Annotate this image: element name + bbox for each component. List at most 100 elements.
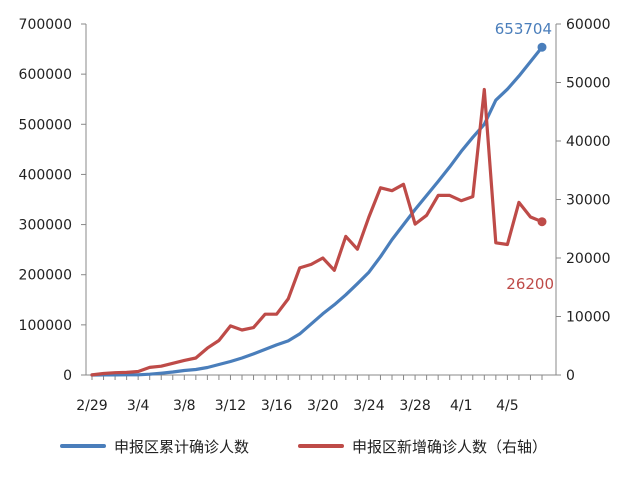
data-point-cumulative xyxy=(136,373,140,376)
data-point-cumulative xyxy=(460,150,463,153)
data-point-cumulative xyxy=(160,372,163,375)
data-point-new-cases xyxy=(483,88,486,91)
data-point-new-cases xyxy=(402,183,405,186)
data-point-new-cases xyxy=(183,359,186,362)
data-point-cumulative xyxy=(413,208,417,211)
x-tick-label: 4/5 xyxy=(496,398,519,414)
right-y-axis: 0 10000 20000 30000 40000 50000 60000 xyxy=(555,17,611,384)
series-layer xyxy=(90,42,547,377)
legend-item-cumulative: 申报区累计确诊人数 xyxy=(60,428,249,464)
left-tick-label: 400000 xyxy=(19,167,72,183)
left-tick-label: 300000 xyxy=(19,218,72,234)
left-tick-label: 0 xyxy=(63,368,72,384)
data-point-new-cases xyxy=(425,214,428,217)
series-line-new-cases xyxy=(90,87,544,377)
data-point-cumulative xyxy=(298,332,301,336)
end-label-new-cases: 26200 xyxy=(506,275,554,293)
data-point-cumulative xyxy=(517,74,521,78)
series-line-cumulative xyxy=(90,45,544,377)
data-point-cumulative xyxy=(310,322,313,326)
left-tick-label: 600000 xyxy=(19,67,72,83)
end-point-new-cases xyxy=(537,217,547,227)
data-point-new-cases xyxy=(90,373,94,377)
line-chart: 0100000200000300000400000500000600000700… xyxy=(19,17,611,414)
data-point-new-cases xyxy=(252,326,255,329)
x-axis: 2/29 3/4 3/8 3/12 3/16 3/20 3/24 3/28 4/1 4/5 xyxy=(76,374,556,414)
end-label-cumulative: 653704 xyxy=(495,20,552,38)
data-point-cumulative xyxy=(194,368,198,371)
legend-label-cumulative: 申报区累计确诊人数 xyxy=(114,437,250,456)
x-tick-label: 3/8 xyxy=(173,398,196,414)
data-point-new-cases xyxy=(229,324,232,328)
data-point-cumulative xyxy=(148,373,151,376)
x-tick-label: 3/20 xyxy=(307,398,338,414)
data-point-cumulative xyxy=(436,180,440,183)
data-point-new-cases xyxy=(333,269,336,272)
data-point-new-cases xyxy=(448,194,451,197)
data-point-cumulative xyxy=(183,369,186,372)
data-point-new-cases xyxy=(194,356,198,360)
right-tick-label: 30000 xyxy=(566,193,611,209)
x-tick-label: 4/1 xyxy=(450,398,473,414)
data-point-new-cases xyxy=(367,215,371,219)
data-point-new-cases xyxy=(263,312,267,316)
data-point-cumulative xyxy=(356,282,359,285)
legend-swatch-new-cases xyxy=(298,444,344,448)
data-point-new-cases xyxy=(506,243,509,246)
legend-label-new-cases: 申报区新增确诊人数（右轴） xyxy=(352,437,548,456)
data-point-new-cases xyxy=(136,370,140,373)
data-point-cumulative xyxy=(483,123,486,126)
data-point-new-cases xyxy=(298,266,301,270)
x-tick-label: 3/12 xyxy=(215,398,246,414)
data-point-new-cases xyxy=(413,222,417,226)
data-point-new-cases xyxy=(379,186,382,189)
data-point-cumulative xyxy=(425,194,428,197)
data-point-cumulative xyxy=(506,87,509,91)
data-point-cumulative xyxy=(448,165,451,169)
data-point-cumulative xyxy=(252,352,255,356)
data-point-cumulative xyxy=(240,356,244,360)
data-point-cumulative xyxy=(321,312,324,316)
left-tick-label: 700000 xyxy=(19,17,72,33)
data-point-new-cases xyxy=(240,328,244,332)
data-point-cumulative xyxy=(333,303,336,306)
data-point-new-cases xyxy=(286,297,290,301)
data-point-new-cases xyxy=(275,312,278,316)
data-point-cumulative xyxy=(125,373,128,377)
data-point-cumulative xyxy=(206,366,209,369)
data-point-cumulative xyxy=(344,293,348,296)
right-tick-label: 50000 xyxy=(566,76,611,92)
data-point-new-cases xyxy=(160,365,163,368)
right-tick-label: 0 xyxy=(566,368,575,384)
data-point-cumulative xyxy=(379,255,382,258)
data-point-new-cases xyxy=(171,362,174,365)
data-point-new-cases xyxy=(356,248,359,251)
data-point-new-cases xyxy=(529,215,532,219)
right-tick-label: 20000 xyxy=(566,251,611,267)
right-tick-label: 10000 xyxy=(566,310,611,326)
data-point-cumulative xyxy=(402,223,405,226)
data-point-cumulative xyxy=(390,238,394,241)
data-point-new-cases xyxy=(471,195,474,198)
data-point-new-cases xyxy=(125,371,128,374)
left-y-axis: 0 100000 200000 300000 400000 500000 600000 700… xyxy=(19,17,87,384)
data-point-cumulative xyxy=(217,363,221,366)
legend-item-new-cases: 申报区新增确诊人数（右轴） xyxy=(298,428,547,464)
legend: 申报区累计确诊人数 申报区新增确诊人数（右轴） xyxy=(0,428,640,464)
data-point-new-cases xyxy=(517,201,521,204)
data-point-cumulative xyxy=(229,360,232,363)
data-point-new-cases xyxy=(217,339,221,342)
data-point-new-cases xyxy=(460,199,463,202)
data-point-new-cases xyxy=(494,241,498,244)
data-point-cumulative xyxy=(275,343,278,347)
data-point-cumulative xyxy=(263,348,267,351)
left-tick-label: 500000 xyxy=(19,117,72,133)
end-labels: 653704 26200 xyxy=(495,20,554,293)
left-tick-label: 200000 xyxy=(19,268,72,284)
x-tick-label: 2/29 xyxy=(76,398,107,414)
data-point-cumulative xyxy=(471,136,474,139)
data-point-new-cases xyxy=(436,194,440,197)
x-tick-label: 3/24 xyxy=(353,398,385,414)
data-point-cumulative xyxy=(171,370,174,374)
data-point-new-cases xyxy=(390,189,394,192)
